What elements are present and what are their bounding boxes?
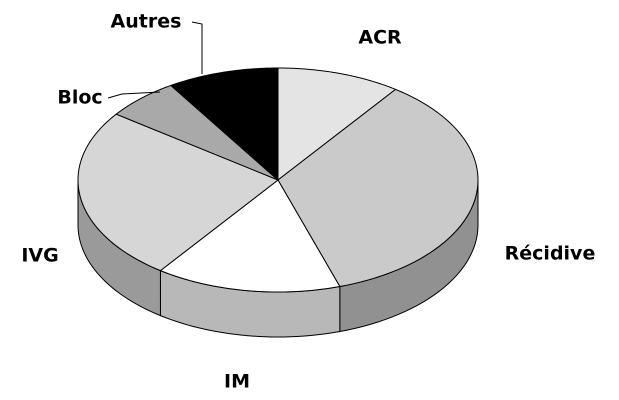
leader-line [107, 91, 161, 99]
slice-label: Bloc [57, 87, 102, 109]
slice [77, 113, 279, 272]
slice [169, 67, 279, 182]
slice [115, 84, 279, 181]
slice [277, 88, 479, 288]
slice-label: IM [224, 371, 250, 393]
slice-label: Récidive [505, 243, 596, 265]
slice [159, 179, 341, 293]
pie [77, 67, 479, 338]
slice-label: ACR [358, 27, 402, 49]
leader-line [191, 21, 203, 74]
slice [277, 67, 397, 182]
slice-label: IVG [21, 245, 58, 267]
slice-label: Autres [111, 11, 182, 33]
